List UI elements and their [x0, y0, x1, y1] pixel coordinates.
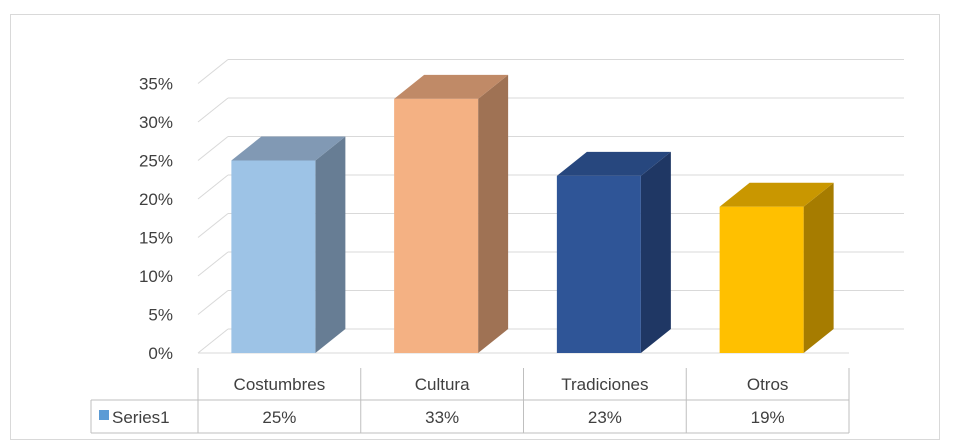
bar-top-face	[231, 136, 346, 161]
bar-front-face	[719, 206, 804, 353]
y-tick-label: 20%	[139, 190, 173, 209]
value-cell: 33%	[425, 408, 459, 427]
gridline-diagonal	[197, 136, 229, 161]
bar-front-face	[394, 98, 479, 354]
y-tick-label: 30%	[139, 113, 173, 132]
bar-cultura	[394, 74, 509, 354]
bar-side-face	[640, 151, 671, 353]
y-tick-label: 25%	[139, 152, 173, 171]
gridline-diagonal	[197, 328, 229, 354]
bar-chart: 0% 5% 10% 15% 20% 25% 30% 35% Costumbres 25% Cult…	[90, 59, 904, 434]
y-tick-label: 35%	[139, 75, 173, 94]
gridline-diagonal	[197, 290, 229, 315]
bar-front-face	[231, 160, 316, 353]
bars	[231, 74, 834, 354]
value-cell: 23%	[588, 408, 622, 427]
y-tick-label: 5%	[148, 306, 173, 325]
data-table: Costumbres 25% Cultura 33% Tradiciones 23% Otr…	[90, 368, 850, 434]
category-label: Costumbres	[234, 375, 326, 394]
category-label: Tradiciones	[561, 375, 648, 394]
bar-side-face	[315, 136, 346, 353]
gridline-diagonal	[197, 213, 229, 238]
y-tick-label: 10%	[139, 267, 173, 286]
legend-swatch	[99, 410, 109, 420]
bar-front-face	[556, 175, 641, 353]
category-label: Otros	[747, 375, 789, 394]
legend-series-name: Series1	[112, 408, 170, 427]
gridline-diagonal	[197, 174, 229, 200]
bar-tradiciones	[556, 151, 671, 353]
y-tick-label: 15%	[139, 229, 173, 248]
bar-top-face	[719, 182, 834, 207]
category-label: Cultura	[415, 375, 470, 394]
gridline-diagonal	[197, 59, 229, 84]
value-cell: 19%	[751, 408, 785, 427]
bar-costumbres	[231, 136, 346, 353]
y-axis-tick-labels: 0% 5% 10% 15% 20% 25% 30% 35%	[139, 75, 173, 364]
bar-side-face	[478, 74, 509, 354]
bar-side-face	[803, 182, 834, 353]
gridline-diagonal	[197, 97, 229, 123]
bar-otros	[719, 182, 834, 353]
chart-frame: 0% 5% 10% 15% 20% 25% 30% 35% Costumbres 25% Cult…	[10, 14, 940, 440]
gridline-diagonal	[197, 251, 229, 277]
bar-top-face	[556, 151, 671, 176]
bar-top-face	[394, 74, 509, 99]
y-tick-label: 0%	[148, 344, 173, 363]
value-cell: 25%	[262, 408, 296, 427]
